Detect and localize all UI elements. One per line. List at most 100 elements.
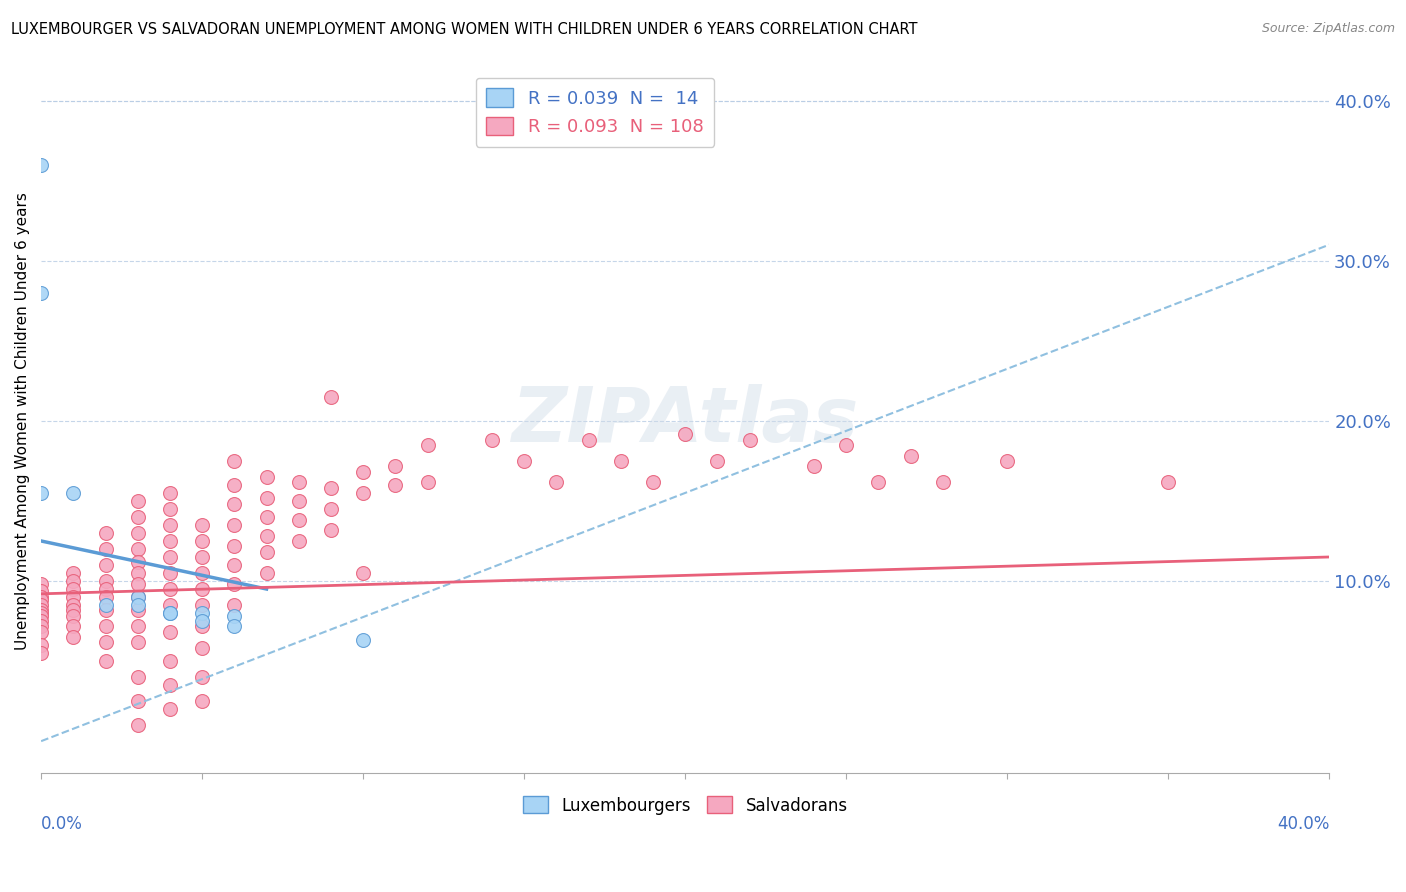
Point <box>159 502 181 516</box>
Point <box>127 525 149 540</box>
Point <box>159 625 181 640</box>
Point <box>706 454 728 468</box>
Point <box>94 574 117 588</box>
Point <box>62 598 84 612</box>
Point <box>159 654 181 668</box>
Point <box>191 606 214 620</box>
Point <box>62 582 84 596</box>
Point <box>224 518 246 533</box>
Point <box>384 478 406 492</box>
Text: ZIPAtlas: ZIPAtlas <box>512 384 859 458</box>
Point <box>191 566 214 580</box>
Point <box>127 590 149 604</box>
Point <box>30 285 52 300</box>
Point <box>319 523 342 537</box>
Point <box>159 566 181 580</box>
Point <box>319 390 342 404</box>
Point <box>191 670 214 684</box>
Point <box>30 598 52 612</box>
Point <box>30 646 52 660</box>
Point <box>578 433 600 447</box>
Point <box>94 541 117 556</box>
Point <box>835 438 858 452</box>
Point <box>30 625 52 640</box>
Point <box>127 494 149 508</box>
Point <box>287 513 309 527</box>
Point <box>30 158 52 172</box>
Point <box>94 582 117 596</box>
Point <box>127 590 149 604</box>
Text: LUXEMBOURGER VS SALVADORAN UNEMPLOYMENT AMONG WOMEN WITH CHILDREN UNDER 6 YEARS : LUXEMBOURGER VS SALVADORAN UNEMPLOYMENT … <box>11 22 918 37</box>
Point <box>224 619 246 633</box>
Point <box>191 518 214 533</box>
Point <box>191 619 214 633</box>
Point <box>94 590 117 604</box>
Point <box>546 475 568 489</box>
Point <box>256 545 278 559</box>
Point <box>127 670 149 684</box>
Point <box>352 465 374 479</box>
Point <box>94 654 117 668</box>
Point <box>94 635 117 649</box>
Point <box>62 603 84 617</box>
Point <box>159 518 181 533</box>
Point <box>256 510 278 524</box>
Point <box>900 449 922 463</box>
Point <box>287 533 309 548</box>
Point <box>191 549 214 564</box>
Point <box>191 694 214 708</box>
Point <box>127 619 149 633</box>
Point <box>224 558 246 572</box>
Point <box>30 486 52 500</box>
Point <box>191 598 214 612</box>
Point <box>319 481 342 495</box>
Point <box>191 533 214 548</box>
Point <box>352 633 374 648</box>
Point <box>224 497 246 511</box>
Point <box>30 583 52 598</box>
Point <box>224 577 246 591</box>
Point <box>738 433 761 447</box>
Point <box>159 678 181 692</box>
Point <box>127 555 149 569</box>
Text: 40.0%: 40.0% <box>1277 815 1329 833</box>
Point <box>191 641 214 656</box>
Point <box>159 533 181 548</box>
Point <box>94 598 117 612</box>
Point <box>159 549 181 564</box>
Point <box>94 558 117 572</box>
Point <box>224 609 246 624</box>
Point <box>191 614 214 628</box>
Point <box>287 475 309 489</box>
Point <box>30 603 52 617</box>
Point <box>319 502 342 516</box>
Point <box>159 606 181 620</box>
Point <box>673 426 696 441</box>
Point <box>256 491 278 505</box>
Point <box>62 609 84 624</box>
Point <box>30 606 52 620</box>
Point <box>30 590 52 604</box>
Point <box>641 475 664 489</box>
Point <box>30 614 52 628</box>
Point <box>62 630 84 644</box>
Point <box>127 603 149 617</box>
Point <box>159 486 181 500</box>
Point <box>224 539 246 553</box>
Point <box>932 475 955 489</box>
Point <box>513 454 536 468</box>
Text: 0.0%: 0.0% <box>41 815 83 833</box>
Point <box>352 566 374 580</box>
Point <box>62 619 84 633</box>
Point <box>868 475 890 489</box>
Text: Source: ZipAtlas.com: Source: ZipAtlas.com <box>1261 22 1395 36</box>
Legend: Luxembourgers, Salvadorans: Luxembourgers, Salvadorans <box>516 789 855 822</box>
Point <box>127 694 149 708</box>
Point <box>30 609 52 624</box>
Point <box>62 566 84 580</box>
Point <box>94 525 117 540</box>
Point <box>62 486 84 500</box>
Point <box>127 718 149 732</box>
Point <box>159 582 181 596</box>
Point <box>224 598 246 612</box>
